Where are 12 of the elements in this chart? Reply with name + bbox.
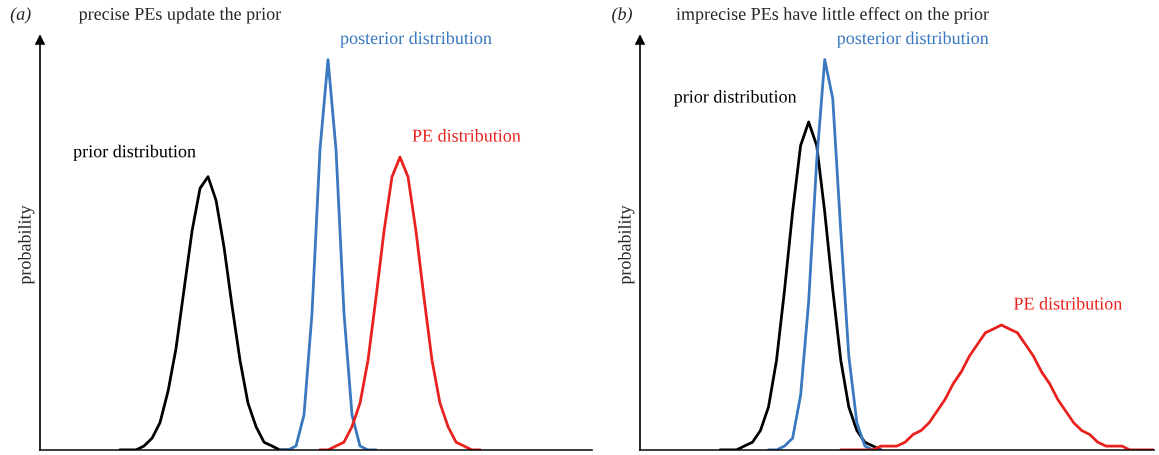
series-label: PE distribution <box>1013 296 1123 310</box>
series-label: posterior distribution <box>340 31 492 48</box>
y-axis-title: probability <box>618 205 635 285</box>
series-label: prior distribution <box>73 144 196 162</box>
text: (a) <box>10 7 31 24</box>
chart-title: imprecise PEs have little effect on the prior <box>676 7 989 24</box>
chart-title: precise PEs update the prior <box>78 7 282 24</box>
series-label: posterior distribution <box>837 31 989 48</box>
series-label: prior distribution <box>674 90 797 107</box>
y-axis-title: probability <box>18 205 35 285</box>
series-label: PE distribution <box>412 129 521 142</box>
text: (b) <box>612 7 632 24</box>
